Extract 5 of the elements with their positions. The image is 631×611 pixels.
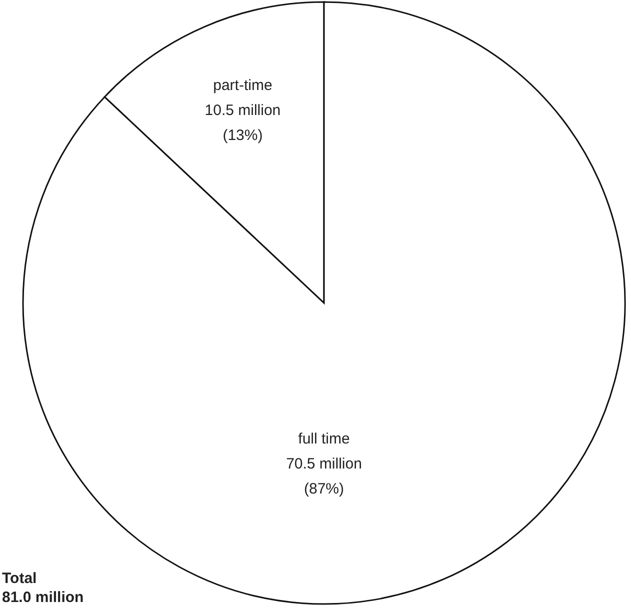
- data-label: 10.5 million (13%): [204, 102, 281, 144]
- slice-label: full time: [298, 430, 350, 448]
- slice-label: part-time: [213, 77, 272, 94]
- text: Total 81.0 million: [2, 570, 84, 606]
- data-label: 70.5 million (87%): [286, 456, 362, 498]
